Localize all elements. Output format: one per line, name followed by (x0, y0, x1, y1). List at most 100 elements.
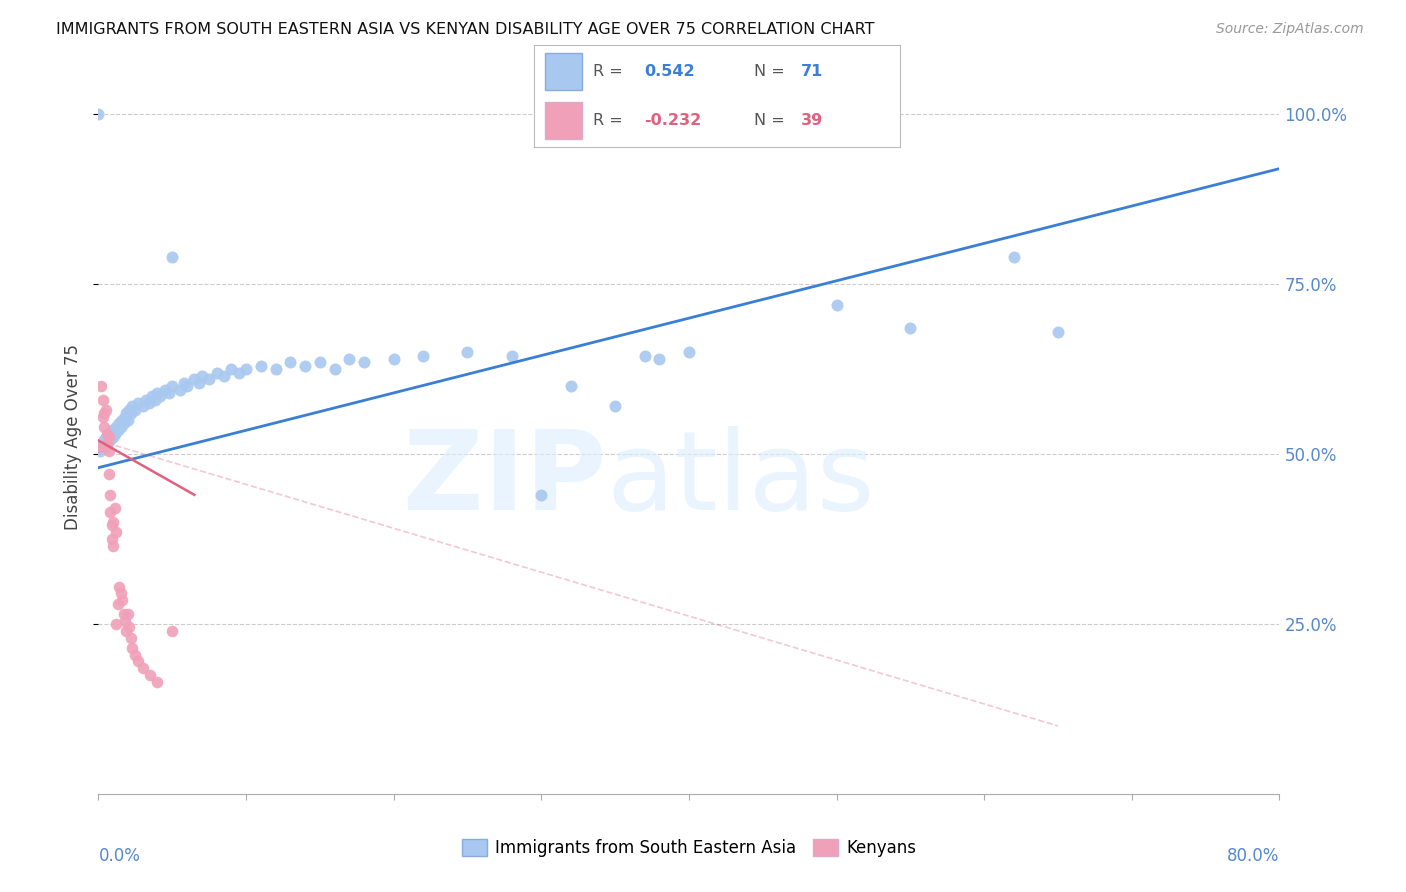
Point (124, 648, 146, 662)
Point (120, 631, 142, 645)
Point (900, 321, 922, 335)
Point (94, 403, 117, 417)
Point (138, 396, 160, 410)
Point (121, 640, 143, 655)
Point (456, 345, 478, 359)
Point (183, 372, 205, 386)
Point (219, 362, 242, 376)
Point (115, 624, 138, 638)
Legend: Immigrants from South Eastern Asia, Kenyans: Immigrants from South Eastern Asia, Keny… (456, 832, 922, 864)
Point (294, 359, 316, 373)
Point (110, 586, 132, 600)
Point (339, 351, 360, 366)
Point (117, 413, 139, 427)
Point (153, 383, 176, 397)
Point (115, 406, 138, 420)
Point (353, 355, 375, 369)
Point (104, 501, 127, 516)
Point (103, 430, 125, 444)
Text: -0.232: -0.232 (644, 113, 702, 128)
Point (112, 417, 135, 431)
Point (89, 443, 111, 458)
Point (124, 403, 146, 417)
Point (104, 426, 127, 441)
Text: atlas: atlas (606, 426, 875, 533)
Text: R =: R = (593, 63, 627, 78)
Point (162, 379, 183, 393)
Point (107, 423, 129, 437)
Text: 80.0%: 80.0% (1227, 847, 1279, 865)
Point (135, 392, 157, 407)
Point (212, 368, 235, 383)
Point (98, 434, 121, 448)
Point (114, 614, 136, 628)
Point (678, 345, 700, 359)
Point (91, 392, 114, 407)
Point (100, 518, 122, 533)
Point (146, 385, 169, 400)
Point (205, 366, 228, 380)
Point (97, 430, 120, 444)
Y-axis label: Disability Age Over 75: Disability Age Over 75 (65, 344, 83, 530)
Point (93, 406, 115, 420)
Point (110, 420, 132, 434)
Point (141, 389, 163, 403)
Point (91, 409, 114, 424)
Point (127, 654, 149, 668)
Point (149, 389, 172, 403)
Text: ZIP: ZIP (404, 426, 606, 533)
Point (121, 400, 143, 414)
Point (87, 107, 110, 121)
Point (162, 250, 183, 264)
Point (97, 426, 120, 441)
Point (120, 406, 142, 420)
Point (93, 434, 115, 448)
Point (176, 379, 198, 393)
Point (228, 366, 250, 380)
Point (98, 488, 121, 502)
Point (91, 437, 114, 451)
Point (98, 505, 121, 519)
Point (127, 396, 149, 410)
Point (235, 362, 257, 376)
Point (633, 349, 655, 363)
Point (278, 355, 302, 369)
Point (100, 532, 122, 546)
Point (173, 376, 195, 390)
Point (162, 624, 183, 638)
Point (103, 539, 125, 553)
FancyBboxPatch shape (546, 102, 582, 139)
Point (139, 668, 162, 682)
Point (90, 440, 112, 454)
Point (118, 620, 141, 634)
Point (94, 440, 117, 454)
Point (132, 400, 155, 414)
Point (169, 383, 191, 397)
Point (264, 362, 287, 376)
Point (105, 525, 128, 540)
Text: IMMIGRANTS FROM SOUTH EASTERN ASIA VS KENYAN DISABILITY AGE OVER 75 CORRELATION : IMMIGRANTS FROM SOUTH EASTERN ASIA VS KE… (56, 22, 875, 37)
Point (309, 355, 332, 369)
Point (97, 467, 120, 482)
Point (118, 403, 141, 417)
Point (605, 400, 627, 414)
Point (112, 607, 135, 621)
Point (146, 674, 169, 689)
Point (187, 376, 209, 390)
Point (157, 385, 180, 400)
Point (103, 515, 125, 529)
Point (96, 426, 118, 441)
Point (105, 617, 128, 632)
Point (1002, 250, 1025, 264)
Point (96, 437, 118, 451)
Point (1046, 325, 1069, 339)
Point (105, 420, 128, 434)
Point (93, 420, 115, 434)
Point (530, 488, 553, 502)
Point (560, 379, 582, 393)
Point (382, 351, 405, 366)
Point (250, 359, 273, 373)
Text: Source: ZipAtlas.com: Source: ZipAtlas.com (1216, 22, 1364, 37)
Point (132, 661, 155, 675)
Text: 0.0%: 0.0% (98, 847, 141, 865)
